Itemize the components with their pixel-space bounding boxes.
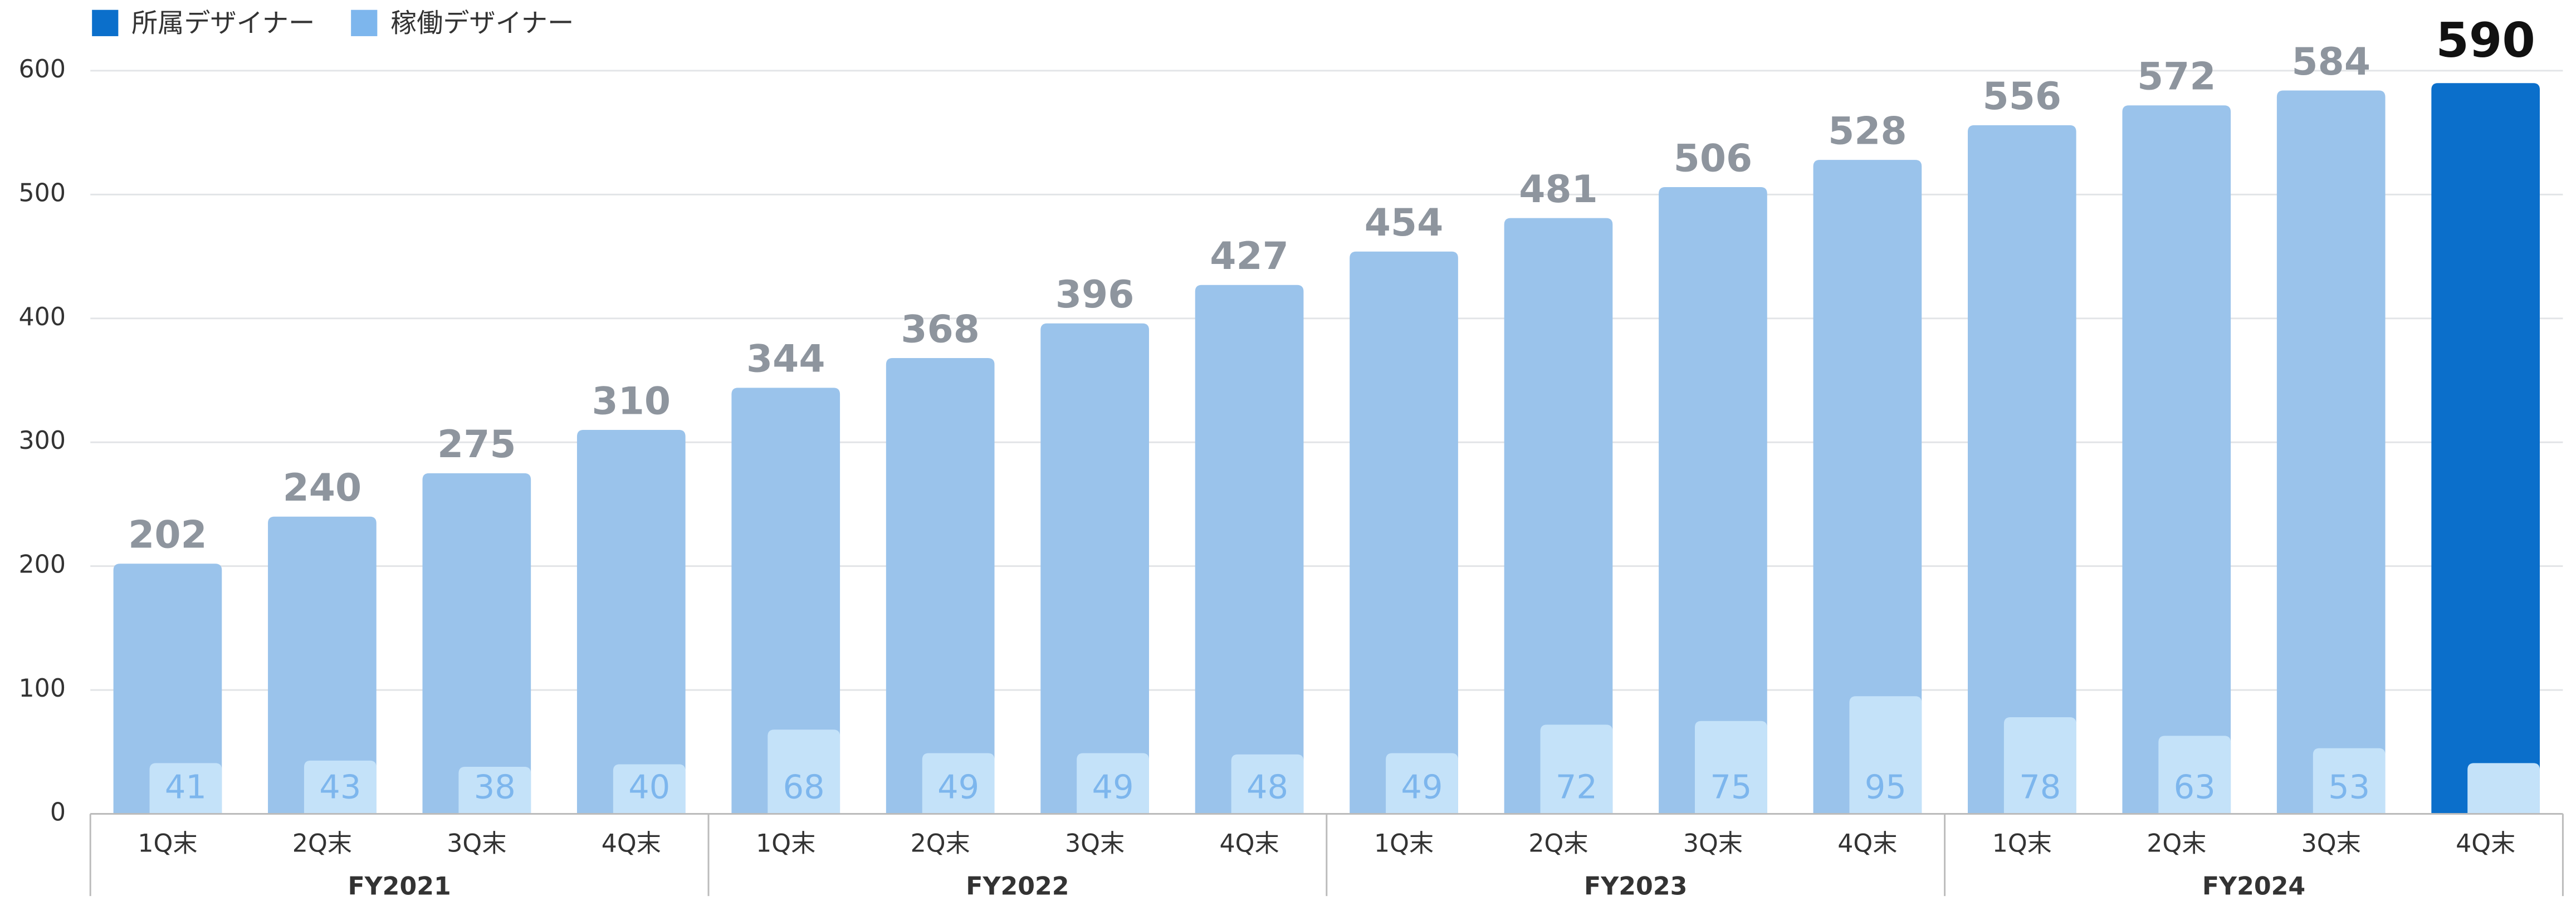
value-label: 427 (1210, 234, 1289, 278)
x-tick-label: 4Q末 (1220, 830, 1279, 858)
value-label: 40 (628, 767, 670, 806)
y-tick-label: 0 (50, 799, 66, 827)
value-label: 68 (783, 767, 825, 806)
bar (1195, 285, 1304, 814)
bar (1077, 753, 1149, 814)
bar (576, 429, 686, 814)
value-label: 556 (1983, 75, 2062, 119)
value-label: 344 (746, 337, 825, 381)
bar (2158, 736, 2231, 814)
legend-label: 稼働デザイナー (390, 8, 574, 38)
value-label: 590 (2436, 13, 2535, 68)
x-tick-label: 3Q末 (2301, 830, 2361, 858)
value-label: 396 (1055, 273, 1135, 317)
bar (1540, 724, 1613, 814)
group-label: FY2024 (2202, 872, 2305, 900)
bar (1504, 218, 1613, 814)
value-label: 481 (1519, 168, 1598, 212)
value-label: 275 (437, 423, 516, 467)
value-label: 41 (165, 767, 207, 806)
value-label: 72 (1556, 767, 1597, 806)
x-tick-label: 4Q末 (602, 830, 661, 858)
x-tick-label: 1Q末 (1992, 830, 2052, 858)
bar (1386, 753, 1458, 814)
x-tick-label: 2Q末 (911, 830, 970, 858)
value-label: 75 (1710, 767, 1752, 806)
value-label: 78 (2019, 767, 2061, 806)
bar (731, 388, 840, 814)
legend-swatch (92, 9, 119, 36)
x-tick-label: 3Q末 (1065, 830, 1125, 858)
y-tick-label: 100 (19, 674, 66, 703)
bar (922, 753, 995, 814)
x-tick-label: 4Q末 (2456, 830, 2515, 858)
value-label: 240 (283, 466, 362, 510)
value-label: 49 (937, 767, 979, 806)
x-tick-label: 1Q末 (756, 830, 815, 858)
bar (113, 564, 222, 814)
group-label: FY2023 (1584, 872, 1687, 900)
value-label: 49 (1401, 767, 1443, 806)
x-tick-label: 2Q末 (1528, 830, 1588, 858)
bar (268, 516, 377, 814)
bar (1694, 721, 1767, 814)
y-tick-label: 200 (19, 551, 66, 579)
value-label: 38 (474, 767, 516, 806)
legend-swatch (351, 9, 378, 36)
x-tick-label: 2Q末 (292, 830, 352, 858)
bar (422, 473, 531, 814)
value-label: 41 (2483, 767, 2525, 806)
group-label: FY2022 (966, 872, 1069, 900)
y-tick-label: 400 (19, 303, 66, 331)
value-label: 454 (1365, 201, 1444, 245)
value-label: 63 (2174, 767, 2216, 806)
value-label: 95 (1865, 767, 1907, 806)
bar (768, 729, 840, 814)
bar (613, 764, 686, 814)
x-tick-label: 2Q末 (2147, 830, 2206, 858)
value-label: 310 (592, 379, 671, 423)
bar (2003, 717, 2076, 814)
bar (149, 763, 222, 814)
bar (2313, 748, 2386, 814)
value-label: 584 (2291, 40, 2370, 84)
value-label: 43 (319, 767, 361, 806)
bar (2431, 83, 2540, 814)
bar (1040, 323, 1149, 814)
bar (1231, 754, 1304, 814)
bar (1967, 125, 2076, 814)
value-label: 572 (2137, 55, 2216, 99)
bar (2276, 90, 2386, 814)
bar (1849, 696, 1922, 814)
y-tick-label: 300 (19, 427, 66, 455)
legend-label: 所属デザイナー (131, 8, 315, 38)
value-label: 506 (1674, 136, 1753, 180)
bar (304, 760, 377, 814)
bar (2122, 105, 2231, 814)
x-tick-label: 1Q末 (138, 830, 197, 858)
x-tick-label: 1Q末 (1374, 830, 1434, 858)
value-label: 48 (1247, 767, 1288, 806)
y-tick-label: 600 (19, 55, 66, 84)
bar (886, 358, 995, 814)
value-label: 53 (2328, 767, 2370, 806)
x-tick-label: 3Q末 (1683, 830, 1743, 858)
value-label: 528 (1828, 109, 1907, 153)
x-tick-label: 4Q末 (1837, 830, 1897, 858)
bar (1813, 160, 1922, 814)
bar (2467, 763, 2540, 814)
x-tick-label: 3Q末 (447, 830, 506, 858)
value-label: 49 (1092, 767, 1134, 806)
bar (1659, 187, 1767, 814)
bar (1350, 251, 1458, 814)
bar (458, 766, 531, 814)
value-label: 368 (901, 307, 980, 351)
group-label: FY2021 (348, 872, 451, 900)
y-tick-label: 500 (19, 179, 66, 207)
value-label: 202 (128, 513, 207, 557)
